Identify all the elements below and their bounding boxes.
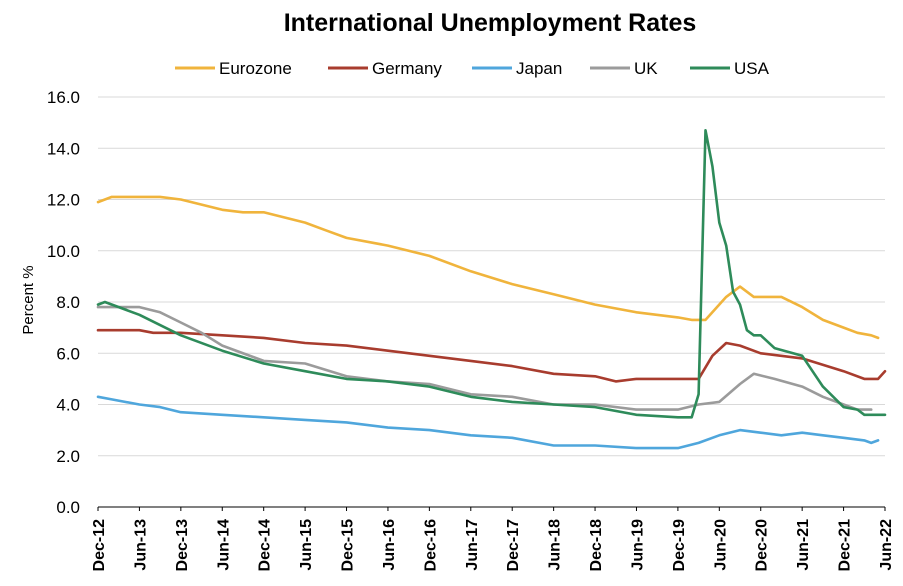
y-tick-label: 12.0 <box>47 191 80 210</box>
x-tick-label: Dec-13 <box>174 519 191 572</box>
x-tick-label: Dec-21 <box>837 519 854 572</box>
y-tick-label: 14.0 <box>47 139 80 158</box>
series-line-usa <box>96 129 887 419</box>
y-tick-label: 16.0 <box>47 88 80 107</box>
chart-title: International Unemployment Rates <box>284 9 697 37</box>
x-tick-label: Jun-19 <box>629 519 646 571</box>
series-line-eurozone <box>96 195 880 340</box>
y-tick-label: 0.0 <box>56 498 80 517</box>
y-tick-label: 4.0 <box>56 396 80 415</box>
legend-label-eurozone: Eurozone <box>219 59 292 78</box>
legend-label-germany: Germany <box>372 59 442 78</box>
legend: Eurozone Germany Japan UK USA <box>175 59 770 78</box>
y-tick-label: 2.0 <box>56 447 80 466</box>
legend-label-uk: UK <box>634 59 658 78</box>
x-tick-label: Jun-16 <box>381 519 398 571</box>
y-axis-label: Percent % <box>20 265 37 334</box>
x-tick-label: Jun-13 <box>132 519 149 571</box>
gridlines <box>98 96 885 457</box>
x-tick-label: Dec-19 <box>671 519 688 572</box>
x-tick-label: Jun-20 <box>712 519 729 571</box>
x-tick-label: Jun-21 <box>795 519 812 571</box>
x-tick-label: Dec-18 <box>588 519 605 572</box>
x-tick-label: Jun-14 <box>215 519 232 571</box>
legend-label-usa: USA <box>734 59 770 78</box>
x-tick-label: Jun-22 <box>878 519 895 571</box>
y-tick-label: 6.0 <box>56 344 80 363</box>
y-axis-ticks: 0.0 2.0 4.0 6.0 8.0 10.0 12.0 14.0 16.0 <box>47 88 80 517</box>
x-tick-label: Jun-18 <box>547 519 564 571</box>
y-tick-label: 10.0 <box>47 242 80 261</box>
x-tick-label: Dec-14 <box>257 519 274 572</box>
x-tick-label: Dec-16 <box>422 519 439 572</box>
x-tick-label: Dec-17 <box>505 519 522 572</box>
series-lines <box>96 129 887 450</box>
x-tick-label: Jun-15 <box>298 519 315 571</box>
x-tick-label: Dec-12 <box>91 519 108 572</box>
x-tick-label: Dec-15 <box>340 519 357 572</box>
x-tick-label: Dec-20 <box>754 519 771 572</box>
series-line-uk <box>96 305 873 411</box>
x-tick-label: Jun-17 <box>464 519 481 571</box>
y-tick-label: 8.0 <box>56 293 80 312</box>
x-axis-ticks: Dec-12 Jun-13 Dec-13 Jun-14 Dec-14 Jun-15 Dec-… <box>91 507 895 571</box>
legend-label-japan: Japan <box>516 59 562 78</box>
series-line-germany <box>96 328 887 383</box>
series-line-japan <box>96 395 880 450</box>
